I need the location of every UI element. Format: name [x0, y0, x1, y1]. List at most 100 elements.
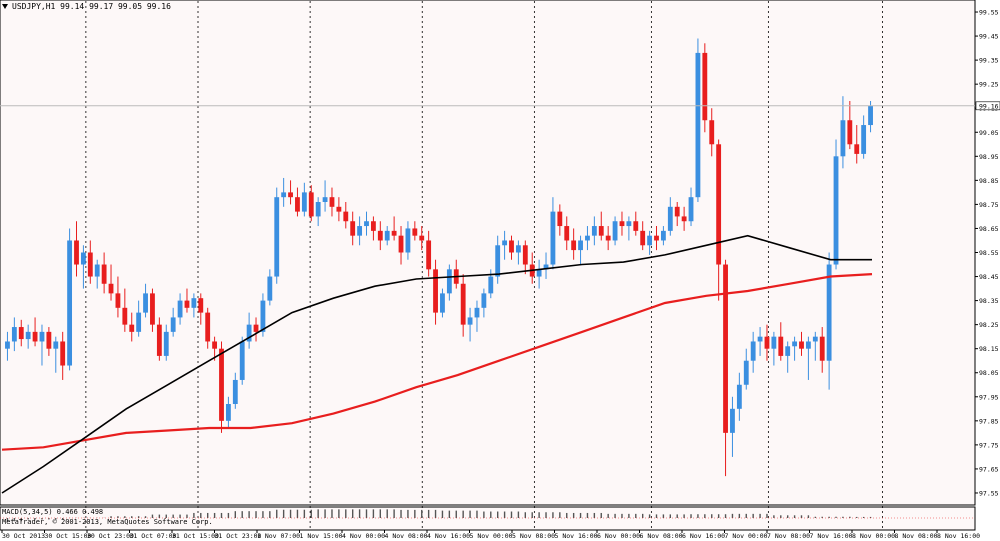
candle-body: [709, 120, 715, 145]
candle-body: [60, 341, 66, 366]
candle-body: [460, 283, 466, 325]
price-tick-label: 98.15: [979, 345, 999, 353]
candle-body: [647, 235, 653, 246]
macd-label: MACD(5,34,5) 0.466 0.498: [2, 508, 104, 516]
candle-body: [750, 341, 756, 361]
candle-body: [246, 324, 252, 342]
candle-body: [481, 293, 487, 308]
candle-body: [136, 312, 142, 332]
candle-body: [612, 221, 618, 241]
candle-body: [861, 125, 867, 154]
candle-body: [205, 312, 211, 342]
candle-body: [515, 245, 521, 253]
candle-body: [605, 235, 611, 241]
candle-body: [5, 341, 10, 349]
candle-body: [39, 331, 45, 342]
candle-body: [301, 192, 307, 212]
macd-histogram: [0, 509, 975, 522]
price-tick-label: 99.05: [979, 129, 999, 137]
candle-body: [191, 298, 197, 308]
candle-body: [654, 235, 659, 241]
time-tick-label: 1 Nov 07:00: [257, 532, 300, 540]
candle-body: [509, 240, 514, 253]
candle-body: [177, 300, 183, 318]
candle-body: [578, 240, 583, 251]
candle-body: [219, 348, 224, 421]
time-tick-label: 7 Nov 16:00: [810, 532, 853, 540]
candle-body: [702, 52, 708, 121]
price-tag-box: [975, 101, 1000, 111]
time-tick-label: 8 Nov 08:00: [895, 532, 938, 540]
time-tick-label: 1 Nov 15:00: [300, 532, 343, 540]
candle-body: [688, 197, 694, 222]
candle-body: [433, 269, 438, 313]
candle-body: [868, 105, 873, 126]
time-tick-label: 6 Nov 08:00: [640, 532, 683, 540]
candle-body: [184, 300, 190, 308]
candle-body: [619, 221, 625, 227]
candle-body: [267, 276, 273, 301]
candle-body: [840, 120, 846, 157]
candle-body: [667, 206, 673, 231]
indicator-area: [0, 506, 976, 531]
time-tick-label: 8 Nov 00:00: [852, 532, 895, 540]
candle-body: [440, 293, 445, 313]
price-tick-label: 97.55: [979, 489, 999, 497]
candle-body: [640, 230, 646, 246]
candle-body: [771, 336, 777, 349]
candle-body: [143, 293, 148, 313]
candle-body: [550, 211, 556, 265]
candle-body: [370, 221, 376, 231]
symbol-line: USDJPY,H1 99.14 99.17 99.05 99.16: [12, 2, 171, 11]
candle-body: [716, 144, 722, 265]
candle-body: [398, 235, 404, 253]
time-tick-label: 4 Nov 08:00: [385, 532, 428, 540]
candle-body: [495, 245, 501, 277]
candle-body: [799, 341, 804, 349]
candle-body: [364, 221, 369, 227]
candle-body: [585, 235, 590, 241]
candle-body: [591, 226, 597, 236]
candle-body: [557, 211, 563, 227]
time-tick-label: 31 Oct 07:00: [130, 532, 177, 540]
price-tick-label: 97.95: [979, 393, 999, 401]
current-price-tag: 99.16: [975, 101, 1000, 111]
candle-body: [805, 341, 811, 349]
candle-body: [53, 341, 59, 349]
candle-body: [329, 197, 335, 207]
candle-body: [502, 240, 508, 246]
price-tick-label: 98.25: [979, 321, 999, 329]
time-tick-label: 30 Oct 23:00: [87, 532, 134, 540]
candle-body: [74, 240, 79, 265]
candle-body: [474, 307, 480, 318]
candle-body: [108, 283, 114, 294]
candle-body: [412, 228, 418, 236]
candle-body: [67, 240, 73, 366]
candle-body: [46, 331, 52, 349]
ma-slow-line: [1, 273, 873, 451]
price-tick-label: 97.75: [979, 441, 999, 449]
candle-body: [426, 240, 432, 270]
candle-body: [288, 192, 293, 198]
candles: [5, 38, 873, 477]
price-tick-label: 98.55: [979, 249, 999, 257]
dropdown-triangle-icon[interactable]: [2, 4, 8, 9]
candle-body: [129, 324, 135, 332]
candle-body: [792, 341, 798, 347]
candle-body: [743, 360, 749, 385]
candle-body: [322, 197, 328, 202]
price-tick-label: 98.35: [979, 297, 999, 305]
candle-body: [170, 317, 176, 332]
time-tick-label: 6 Nov 00:00: [597, 532, 640, 540]
time-tick-label: 5 Nov 00:00: [470, 532, 513, 540]
time-tick-label: 5 Nov 08:00: [512, 532, 555, 540]
candle-body: [253, 324, 259, 332]
time-tick-label: 4 Nov 16:00: [427, 532, 470, 540]
candle-body: [812, 336, 818, 342]
candle-body: [25, 331, 31, 340]
candle-body: [757, 336, 763, 342]
candle-body: [723, 264, 728, 433]
candle-body: [626, 221, 632, 227]
